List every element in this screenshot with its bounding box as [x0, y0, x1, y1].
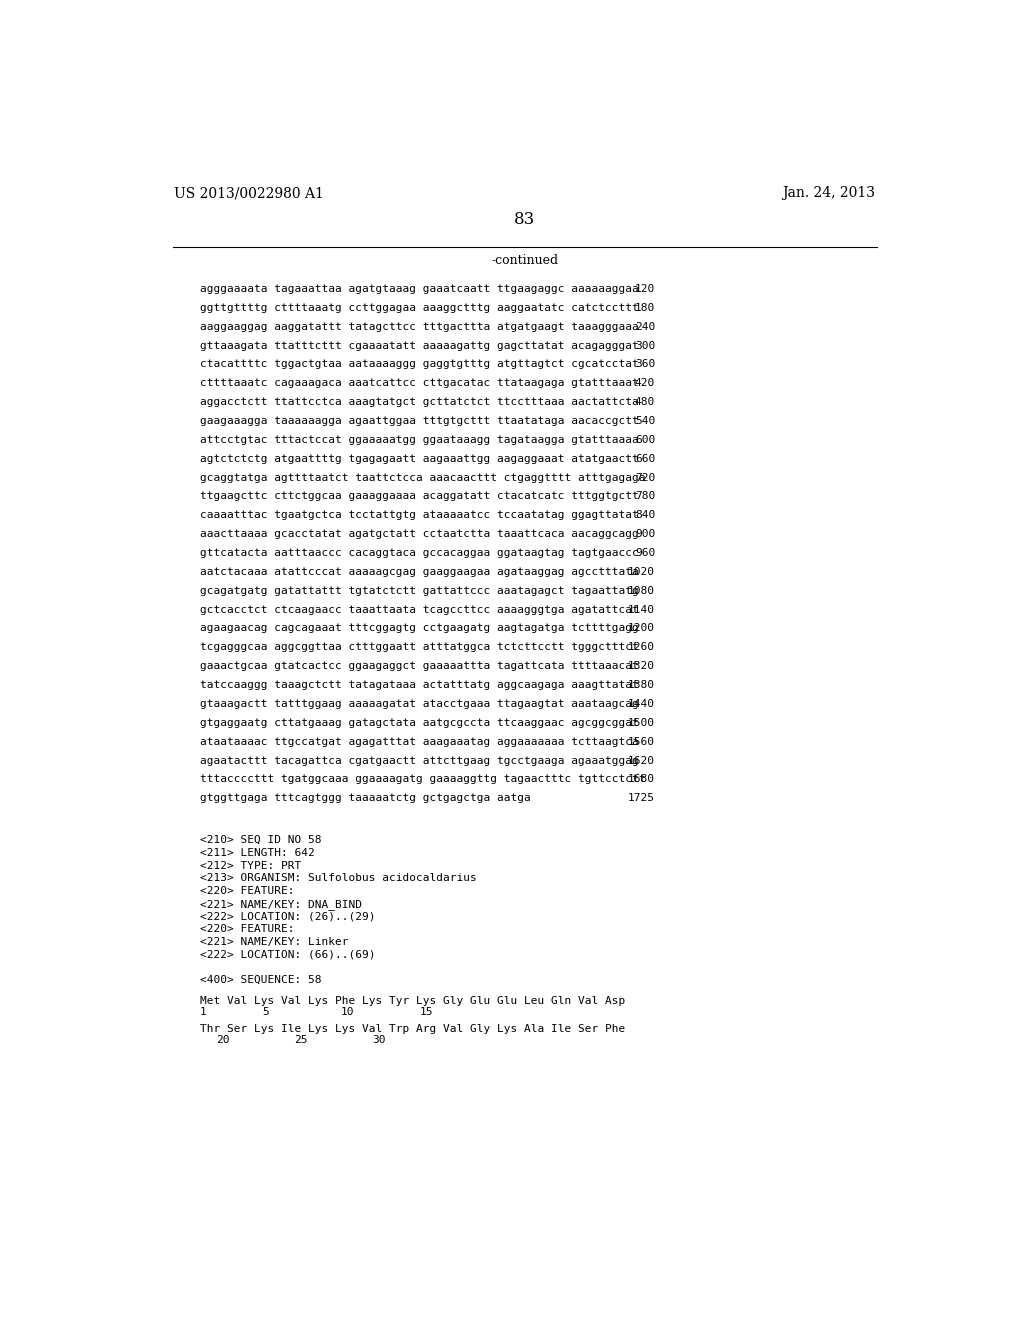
Text: gcagatgatg gatattattt tgtatctctt gattattccc aaatagagct tagaattatg: gcagatgatg gatattattt tgtatctctt gattatt…: [200, 586, 639, 595]
Text: 840: 840: [635, 511, 655, 520]
Text: gaagaaagga taaaaaagga agaattggaa tttgtgcttt ttaatataga aacaccgctt: gaagaaagga taaaaaagga agaattggaa tttgtgc…: [200, 416, 639, 426]
Text: <211> LENGTH: 642: <211> LENGTH: 642: [200, 847, 314, 858]
Text: ggttgttttg cttttaaatg ccttggagaa aaaggctttg aaggaatatc catctccttt: ggttgttttg cttttaaatg ccttggagaa aaaggct…: [200, 302, 639, 313]
Text: <400> SEQUENCE: 58: <400> SEQUENCE: 58: [200, 974, 322, 985]
Text: Thr Ser Lys Ile Lys Lys Val Trp Arg Val Gly Lys Ala Ile Ser Phe: Thr Ser Lys Ile Lys Lys Val Trp Arg Val …: [200, 1024, 626, 1034]
Text: 30: 30: [373, 1035, 386, 1044]
Text: gaaactgcaa gtatcactcc ggaagaggct gaaaaattta tagattcata ttttaaacat: gaaactgcaa gtatcactcc ggaagaggct gaaaaat…: [200, 661, 639, 671]
Text: 660: 660: [635, 454, 655, 463]
Text: 780: 780: [635, 491, 655, 502]
Text: gtaaagactt tatttggaag aaaaagatat atacctgaaa ttagaagtat aaataagcag: gtaaagactt tatttggaag aaaaagatat atacctg…: [200, 700, 639, 709]
Text: agaagaacag cagcagaaat tttcggagtg cctgaagatg aagtagatga tcttttgagg: agaagaacag cagcagaaat tttcggagtg cctgaag…: [200, 623, 639, 634]
Text: 1020: 1020: [628, 566, 655, 577]
Text: aaacttaaaa gcacctatat agatgctatt cctaatctta taaattcaca aacaggcagg: aaacttaaaa gcacctatat agatgctatt cctaatc…: [200, 529, 639, 539]
Text: <220> FEATURE:: <220> FEATURE:: [200, 924, 295, 935]
Text: 1080: 1080: [628, 586, 655, 595]
Text: Jan. 24, 2013: Jan. 24, 2013: [782, 186, 876, 201]
Text: <212> TYPE: PRT: <212> TYPE: PRT: [200, 861, 301, 871]
Text: 20: 20: [216, 1035, 229, 1044]
Text: US 2013/0022980 A1: US 2013/0022980 A1: [174, 186, 325, 201]
Text: 360: 360: [635, 359, 655, 370]
Text: 83: 83: [514, 211, 536, 228]
Text: attcctgtac tttactccat ggaaaaatgg ggaataaagg tagataagga gtatttaaaa: attcctgtac tttactccat ggaaaaatgg ggaataa…: [200, 434, 639, 445]
Text: <222> LOCATION: (66)..(69): <222> LOCATION: (66)..(69): [200, 949, 376, 960]
Text: 10: 10: [341, 1007, 354, 1016]
Text: tttaccccttt tgatggcaaa ggaaaagatg gaaaaggttg tagaactttc tgttcctctt: tttaccccttt tgatggcaaa ggaaaagatg gaaaag…: [200, 775, 645, 784]
Text: 1: 1: [200, 1007, 207, 1016]
Text: 300: 300: [635, 341, 655, 351]
Text: agaatacttt tacagattca cgatgaactt attcttgaag tgcctgaaga agaaatggag: agaatacttt tacagattca cgatgaactt attcttg…: [200, 755, 639, 766]
Text: 1725: 1725: [628, 793, 655, 804]
Text: 600: 600: [635, 434, 655, 445]
Text: aaggaaggag aaggatattt tatagcttcc tttgacttta atgatgaagt taaagggaaa: aaggaaggag aaggatattt tatagcttcc tttgact…: [200, 322, 639, 331]
Text: <210> SEQ ID NO 58: <210> SEQ ID NO 58: [200, 836, 322, 845]
Text: caaaatttac tgaatgctca tcctattgtg ataaaaatcc tccaatatag ggagttatat: caaaatttac tgaatgctca tcctattgtg ataaaaa…: [200, 511, 639, 520]
Text: 1380: 1380: [628, 680, 655, 690]
Text: 900: 900: [635, 529, 655, 539]
Text: ttgaagcttc cttctggcaa gaaaggaaaa acaggatatt ctacatcatc tttggtgctt: ttgaagcttc cttctggcaa gaaaggaaaa acaggat…: [200, 491, 639, 502]
Text: 1560: 1560: [628, 737, 655, 747]
Text: gttaaagata ttatttcttt cgaaaatatt aaaaagattg gagcttatat acagagggat: gttaaagata ttatttcttt cgaaaatatt aaaaaga…: [200, 341, 639, 351]
Text: cttttaaatc cagaaagaca aaatcattcc cttgacatac ttataagaga gtatttaaat: cttttaaatc cagaaagaca aaatcattcc cttgaca…: [200, 379, 639, 388]
Text: <221> NAME/KEY: DNA_BIND: <221> NAME/KEY: DNA_BIND: [200, 899, 362, 909]
Text: 15: 15: [419, 1007, 433, 1016]
Text: 1320: 1320: [628, 661, 655, 671]
Text: 1620: 1620: [628, 755, 655, 766]
Text: <221> NAME/KEY: Linker: <221> NAME/KEY: Linker: [200, 937, 348, 946]
Text: 960: 960: [635, 548, 655, 558]
Text: <213> ORGANISM: Sulfolobus acidocaldarius: <213> ORGANISM: Sulfolobus acidocaldariu…: [200, 874, 477, 883]
Text: 1500: 1500: [628, 718, 655, 727]
Text: 25: 25: [294, 1035, 307, 1044]
Text: tcgagggcaa aggcggttaa ctttggaatt atttatggca tctcttcctt tgggctttct: tcgagggcaa aggcggttaa ctttggaatt atttatg…: [200, 643, 639, 652]
Text: tatccaaggg taaagctctt tatagataaa actatttatg aggcaagaga aaagttatat: tatccaaggg taaagctctt tatagataaa actattt…: [200, 680, 639, 690]
Text: <220> FEATURE:: <220> FEATURE:: [200, 886, 295, 896]
Text: 540: 540: [635, 416, 655, 426]
Text: <222> LOCATION: (26)..(29): <222> LOCATION: (26)..(29): [200, 911, 376, 921]
Text: agggaaaata tagaaattaa agatgtaaag gaaatcaatt ttgaagaggc aaaaaaggaa: agggaaaata tagaaattaa agatgtaaag gaaatca…: [200, 284, 639, 294]
Text: gctcacctct ctcaagaacc taaattaata tcagccttcc aaaagggtga agatattcat: gctcacctct ctcaagaacc taaattaata tcagcct…: [200, 605, 639, 615]
Text: gtggttgaga tttcagtggg taaaaatctg gctgagctga aatga: gtggttgaga tttcagtggg taaaaatctg gctgagc…: [200, 793, 530, 804]
Text: gcaggtatga agttttaatct taattctcca aaacaacttt ctgaggtttt atttgagaga: gcaggtatga agttttaatct taattctcca aaacaa…: [200, 473, 645, 483]
Text: ataataaaac ttgccatgat agagatttat aaagaaatag aggaaaaaaa tcttaagtca: ataataaaac ttgccatgat agagatttat aaagaaa…: [200, 737, 639, 747]
Text: ctacattttc tggactgtaa aataaaaggg gaggtgtttg atgttagtct cgcatcctat: ctacattttc tggactgtaa aataaaaggg gaggtgt…: [200, 359, 639, 370]
Text: 1260: 1260: [628, 643, 655, 652]
Text: -continued: -continued: [492, 255, 558, 268]
Text: 480: 480: [635, 397, 655, 407]
Text: gttcatacta aatttaaccc cacaggtaca gccacaggaa ggataagtag tagtgaaccc: gttcatacta aatttaaccc cacaggtaca gccacag…: [200, 548, 639, 558]
Text: aatctacaaa atattcccat aaaaagcgag gaaggaagaa agataaggag agcctttata: aatctacaaa atattcccat aaaaagcgag gaaggaa…: [200, 566, 639, 577]
Text: 720: 720: [635, 473, 655, 483]
Text: 240: 240: [635, 322, 655, 331]
Text: 420: 420: [635, 379, 655, 388]
Text: 5: 5: [263, 1007, 269, 1016]
Text: 120: 120: [635, 284, 655, 294]
Text: Met Val Lys Val Lys Phe Lys Tyr Lys Gly Glu Glu Leu Gln Val Asp: Met Val Lys Val Lys Phe Lys Tyr Lys Gly …: [200, 997, 626, 1006]
Text: aggacctctt ttattcctca aaagtatgct gcttatctct ttcctttaaa aactattcta: aggacctctt ttattcctca aaagtatgct gcttatc…: [200, 397, 639, 407]
Text: 1140: 1140: [628, 605, 655, 615]
Text: 1680: 1680: [628, 775, 655, 784]
Text: gtgaggaatg cttatgaaag gatagctata aatgcgccta ttcaaggaac agcggcggat: gtgaggaatg cttatgaaag gatagctata aatgcgc…: [200, 718, 639, 727]
Text: 1200: 1200: [628, 623, 655, 634]
Text: 180: 180: [635, 302, 655, 313]
Text: agtctctctg atgaattttg tgagagaatt aagaaattgg aagaggaaat atatgaactt: agtctctctg atgaattttg tgagagaatt aagaaat…: [200, 454, 639, 463]
Text: 1440: 1440: [628, 700, 655, 709]
